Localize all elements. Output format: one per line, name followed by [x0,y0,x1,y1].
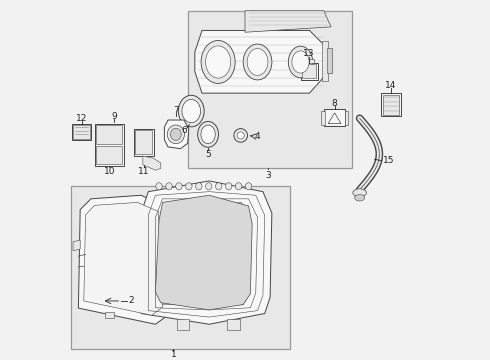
Bar [95,123,124,166]
Ellipse shape [245,183,252,190]
Ellipse shape [178,95,204,127]
Bar [304,59,314,63]
Bar [321,111,324,125]
Ellipse shape [206,46,231,78]
Bar [74,125,90,139]
Text: 8: 8 [332,99,338,108]
Text: 7: 7 [173,106,179,115]
Ellipse shape [201,125,215,144]
Polygon shape [143,156,161,170]
Bar [300,63,318,80]
Bar [134,129,154,156]
Bar [302,64,317,78]
Text: 6: 6 [181,126,187,135]
Bar [383,95,399,115]
Ellipse shape [247,49,268,75]
Polygon shape [155,195,252,310]
Ellipse shape [176,183,182,190]
Ellipse shape [243,44,272,80]
Text: 14: 14 [385,81,396,90]
Ellipse shape [288,46,313,78]
Polygon shape [84,202,163,315]
Bar [96,146,122,165]
Bar [73,123,91,140]
Ellipse shape [216,183,222,190]
Ellipse shape [166,183,172,190]
Bar [71,186,290,349]
Ellipse shape [171,128,181,140]
Bar [135,130,152,154]
Text: 1: 1 [171,350,176,359]
Ellipse shape [196,183,202,190]
Polygon shape [141,181,272,324]
Ellipse shape [167,125,184,144]
Text: 9: 9 [111,112,117,121]
Ellipse shape [355,194,365,201]
Bar [96,125,122,144]
Bar [105,312,114,318]
Ellipse shape [205,183,212,190]
Text: 12: 12 [76,114,87,123]
Bar [327,48,332,73]
Ellipse shape [201,40,235,84]
Bar [344,111,348,125]
Bar [177,319,190,330]
Polygon shape [164,120,189,149]
Text: 13: 13 [303,49,315,58]
Ellipse shape [235,183,242,190]
Bar [227,319,240,330]
Ellipse shape [182,99,200,123]
Polygon shape [195,31,324,93]
Text: 10: 10 [103,167,115,176]
Ellipse shape [225,183,232,190]
Ellipse shape [292,51,309,73]
Ellipse shape [234,129,247,142]
Text: 2: 2 [128,296,134,305]
Bar [381,93,401,116]
Text: 5: 5 [205,149,211,158]
Ellipse shape [156,183,162,190]
Polygon shape [78,195,170,324]
Bar [188,11,352,168]
Text: 4: 4 [255,132,260,141]
Ellipse shape [197,121,219,147]
Bar [324,109,345,126]
Text: 15: 15 [383,156,394,165]
Polygon shape [245,11,331,32]
Ellipse shape [237,132,245,139]
Polygon shape [73,240,80,251]
Text: 3: 3 [266,171,271,180]
Ellipse shape [353,189,367,197]
Bar [322,41,328,81]
Ellipse shape [186,183,192,190]
Text: 11: 11 [138,167,150,176]
